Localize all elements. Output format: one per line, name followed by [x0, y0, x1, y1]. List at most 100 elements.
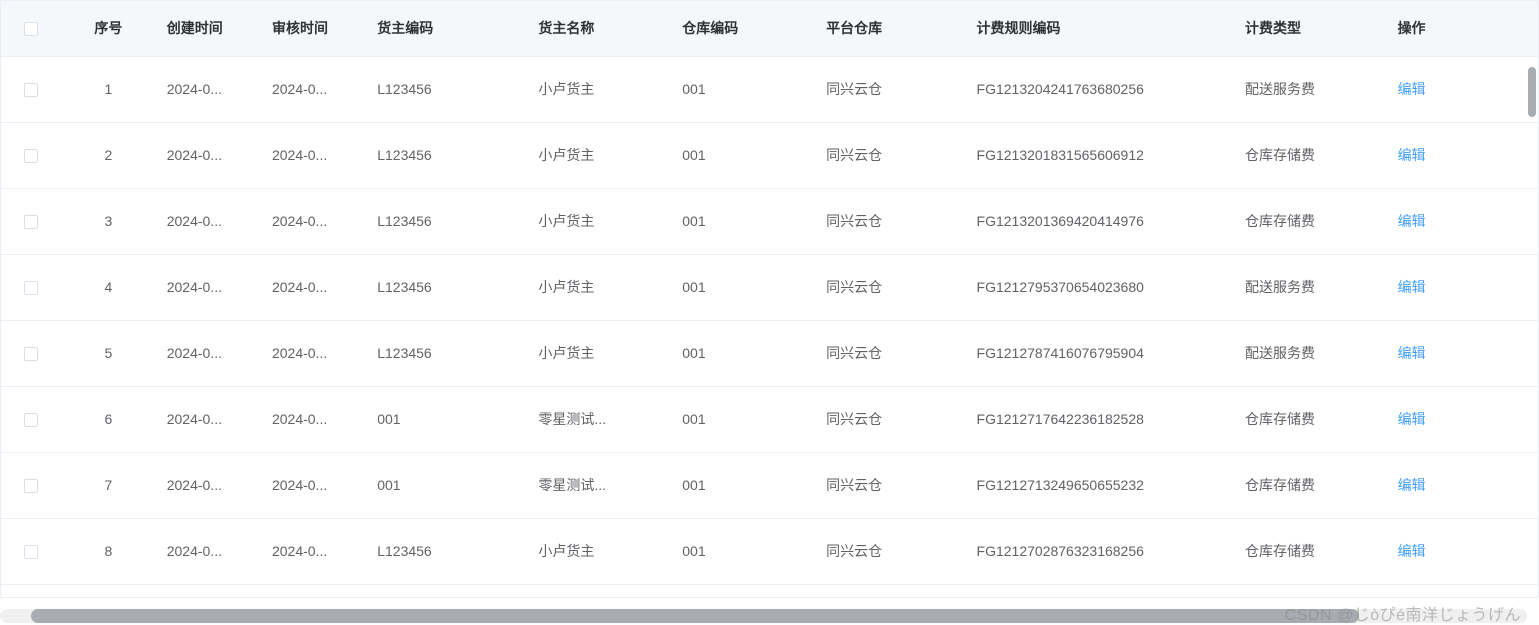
cell-owner-code: L123456 [367, 320, 528, 386]
cell-action: 编辑 [1388, 320, 1538, 386]
row-checkbox[interactable] [24, 149, 38, 163]
row-checkbox[interactable] [24, 215, 38, 229]
row-checkbox[interactable] [24, 479, 38, 493]
cell-owner-name: 小卢货主 [528, 188, 672, 254]
cell-seq: 8 [60, 518, 157, 584]
cell-bill-type: 仓库存储费 [1235, 518, 1388, 584]
cell-wh-code: 001 [672, 254, 816, 320]
row-checkbox-cell [1, 320, 60, 386]
row-checkbox-cell [1, 452, 60, 518]
table-row: 3 2024-0... 2024-0... L123456 小卢货主 001 同… [1, 188, 1538, 254]
table-row: 2 2024-0... 2024-0... L123456 小卢货主 001 同… [1, 122, 1538, 188]
cell-owner-name: 小卢货主 [528, 56, 672, 122]
row-checkbox-cell [1, 386, 60, 452]
header-platform: 平台仓库 [816, 1, 966, 56]
table-header-row: 序号 创建时间 审核时间 货主编码 货主名称 仓库编码 平台仓库 计费规则编码 … [1, 1, 1538, 56]
cell-audit-time: 2024-0... [262, 188, 367, 254]
edit-link[interactable]: 编辑 [1398, 81, 1426, 97]
cell-action: 编辑 [1388, 386, 1538, 452]
cell-rule-code: FG1212702876323168256 [967, 518, 1236, 584]
horizontal-scrollbar-thumb[interactable] [31, 609, 1359, 623]
edit-link[interactable]: 编辑 [1398, 477, 1426, 493]
cell-wh-code: 001 [672, 518, 816, 584]
edit-link[interactable]: 编辑 [1398, 213, 1426, 229]
cell-bill-type: 仓库存储费 [1235, 452, 1388, 518]
cell-platform: 同兴云仓 [816, 56, 966, 122]
cell-wh-code: 001 [672, 452, 816, 518]
cell-seq: 4 [60, 254, 157, 320]
cell-rule-code: FG1213201831565606912 [967, 122, 1236, 188]
cell-rule-code: FG1213204241763680256 [967, 56, 1236, 122]
cell-bill-type: 配送服务费 [1235, 254, 1388, 320]
cell-owner-code: L123456 [367, 254, 528, 320]
cell-audit-time: 2024-0... [262, 320, 367, 386]
edit-link[interactable]: 编辑 [1398, 543, 1426, 559]
header-seq: 序号 [60, 1, 157, 56]
edit-link[interactable]: 编辑 [1398, 411, 1426, 427]
row-checkbox[interactable] [24, 347, 38, 361]
header-checkbox-cell [1, 1, 60, 56]
table-body: 1 2024-0... 2024-0... L123456 小卢货主 001 同… [1, 56, 1538, 584]
cell-action: 编辑 [1388, 122, 1538, 188]
row-checkbox-cell [1, 56, 60, 122]
cell-platform: 同兴云仓 [816, 320, 966, 386]
cell-bill-type: 仓库存储费 [1235, 122, 1388, 188]
vertical-scrollbar-thumb[interactable] [1528, 67, 1536, 117]
table: 序号 创建时间 审核时间 货主编码 货主名称 仓库编码 平台仓库 计费规则编码 … [1, 1, 1538, 585]
cell-wh-code: 001 [672, 320, 816, 386]
cell-create-time: 2024-0... [157, 386, 262, 452]
table-row: 4 2024-0... 2024-0... L123456 小卢货主 001 同… [1, 254, 1538, 320]
cell-owner-code: L123456 [367, 518, 528, 584]
cell-rule-code: FG1212795370654023680 [967, 254, 1236, 320]
cell-create-time: 2024-0... [157, 56, 262, 122]
header-owner-name: 货主名称 [528, 1, 672, 56]
cell-audit-time: 2024-0... [262, 518, 367, 584]
cell-owner-code: 001 [367, 386, 528, 452]
cell-rule-code: FG1212713249650655232 [967, 452, 1236, 518]
cell-bill-type: 仓库存储费 [1235, 188, 1388, 254]
cell-create-time: 2024-0... [157, 518, 262, 584]
cell-audit-time: 2024-0... [262, 56, 367, 122]
cell-owner-name: 零星测试... [528, 386, 672, 452]
cell-platform: 同兴云仓 [816, 386, 966, 452]
cell-bill-type: 仓库存储费 [1235, 386, 1388, 452]
row-checkbox[interactable] [24, 83, 38, 97]
data-table: 序号 创建时间 审核时间 货主编码 货主名称 仓库编码 平台仓库 计费规则编码 … [0, 0, 1539, 598]
watermark-text: CSDN @じòぴé南洋じょうげん [1285, 601, 1521, 625]
cell-wh-code: 001 [672, 122, 816, 188]
cell-wh-code: 001 [672, 188, 816, 254]
cell-rule-code: FG1213201369420414976 [967, 188, 1236, 254]
cell-platform: 同兴云仓 [816, 188, 966, 254]
row-checkbox-cell [1, 518, 60, 584]
cell-platform: 同兴云仓 [816, 452, 966, 518]
cell-rule-code: FG1212787416076795904 [967, 320, 1236, 386]
table-row: 7 2024-0... 2024-0... 001 零星测试... 001 同兴… [1, 452, 1538, 518]
cell-audit-time: 2024-0... [262, 122, 367, 188]
cell-owner-name: 零星测试... [528, 452, 672, 518]
cell-create-time: 2024-0... [157, 320, 262, 386]
cell-platform: 同兴云仓 [816, 254, 966, 320]
edit-link[interactable]: 编辑 [1398, 147, 1426, 163]
cell-seq: 3 [60, 188, 157, 254]
header-action: 操作 [1388, 1, 1538, 56]
edit-link[interactable]: 编辑 [1398, 345, 1426, 361]
edit-link[interactable]: 编辑 [1398, 279, 1426, 295]
row-checkbox[interactable] [24, 545, 38, 559]
row-checkbox-cell [1, 254, 60, 320]
cell-audit-time: 2024-0... [262, 386, 367, 452]
cell-action: 编辑 [1388, 452, 1538, 518]
row-checkbox[interactable] [24, 413, 38, 427]
cell-rule-code: FG1212717642236182528 [967, 386, 1236, 452]
cell-owner-name: 小卢货主 [528, 518, 672, 584]
cell-action: 编辑 [1388, 56, 1538, 122]
row-checkbox[interactable] [24, 281, 38, 295]
select-all-checkbox[interactable] [24, 22, 38, 36]
cell-action: 编辑 [1388, 188, 1538, 254]
cell-audit-time: 2024-0... [262, 254, 367, 320]
cell-create-time: 2024-0... [157, 122, 262, 188]
cell-wh-code: 001 [672, 56, 816, 122]
row-checkbox-cell [1, 188, 60, 254]
cell-bill-type: 配送服务费 [1235, 320, 1388, 386]
header-owner-code: 货主编码 [367, 1, 528, 56]
cell-action: 编辑 [1388, 518, 1538, 584]
